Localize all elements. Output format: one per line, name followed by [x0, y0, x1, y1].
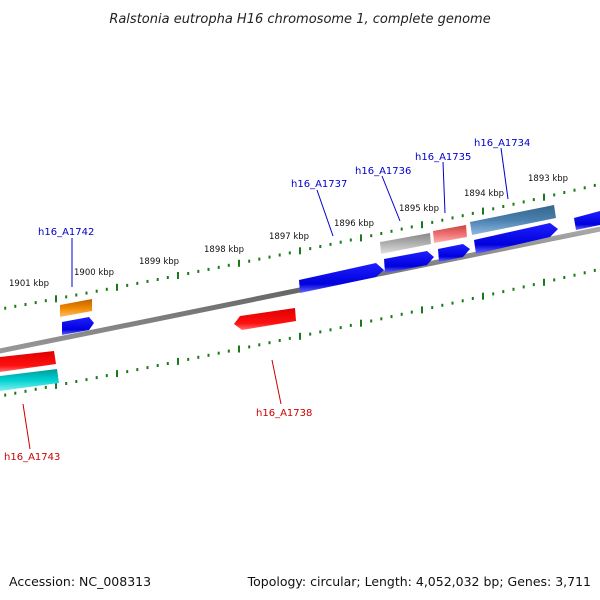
scale-label: 1893 kbp — [528, 174, 568, 184]
gene-blue-right[interactable] — [574, 211, 600, 230]
gene-h16_A1735[interactable] — [433, 225, 467, 243]
scale-label: 1901 kbp — [9, 279, 49, 289]
gene-label-h16_A1738[interactable]: h16_A1738 — [256, 408, 312, 419]
leader-h16_A1734 — [500, 147, 509, 200]
gene-label-h16_A1737[interactable]: h16_A1737 — [291, 179, 347, 190]
scale-label: 1898 kbp — [204, 245, 244, 255]
reverse-strand-genes — [0, 308, 296, 391]
scale-label: 1895 kbp — [399, 204, 439, 214]
gene-grey[interactable] — [380, 233, 431, 254]
scale-label: 1897 kbp — [269, 232, 309, 242]
leader-h16_A1737 — [316, 189, 334, 237]
scale-label: 1896 kbp — [334, 219, 374, 229]
gene-label-h16_A1735[interactable]: h16_A1735 — [415, 152, 471, 163]
gene-cyan[interactable] — [0, 369, 59, 391]
chart-title: Ralstonia eutropha H16 chromosome 1, com… — [109, 12, 490, 27]
gene-label-h16_A1734[interactable]: h16_A1734 — [474, 138, 530, 149]
gene-blue-small[interactable] — [62, 317, 94, 335]
scale-label: 1899 kbp — [139, 257, 179, 267]
gene-blue-mid[interactable] — [438, 244, 470, 262]
leader-h16_A1738 — [271, 359, 282, 405]
inner-scale-ticks — [4, 268, 596, 397]
scale-label: 1894 kbp — [464, 189, 504, 199]
accession-text: Accession: NC_008313 — [9, 574, 151, 589]
gene-label-h16_A1736[interactable]: h16_A1736 — [355, 166, 411, 177]
topology-text: Topology: circular; Length: 4,052,032 bp… — [247, 574, 591, 589]
leader-h16_A1736 — [381, 175, 401, 222]
gene-h16_A1738[interactable] — [234, 308, 296, 330]
scale-label: 1900 kbp — [74, 268, 114, 278]
gene-h16_A1737[interactable] — [299, 263, 384, 293]
leader-h16_A1743 — [22, 403, 31, 450]
forward-strand-genes — [60, 205, 600, 335]
gene-label-h16_A1743[interactable]: h16_A1743 — [4, 452, 60, 463]
gene-h16_A1734[interactable] — [470, 205, 556, 235]
gene-blue-long[interactable] — [474, 223, 558, 254]
gene-h16_A1742[interactable] — [60, 299, 92, 317]
leader-h16_A1735 — [442, 161, 446, 214]
gene-h16_A1736[interactable] — [384, 251, 434, 273]
gene-label-h16_A1742[interactable]: h16_A1742 — [38, 227, 94, 238]
label-leaders — [22, 147, 509, 450]
gene-h16_A1743[interactable] — [0, 351, 56, 372]
outer-scale-ticks — [4, 183, 596, 310]
